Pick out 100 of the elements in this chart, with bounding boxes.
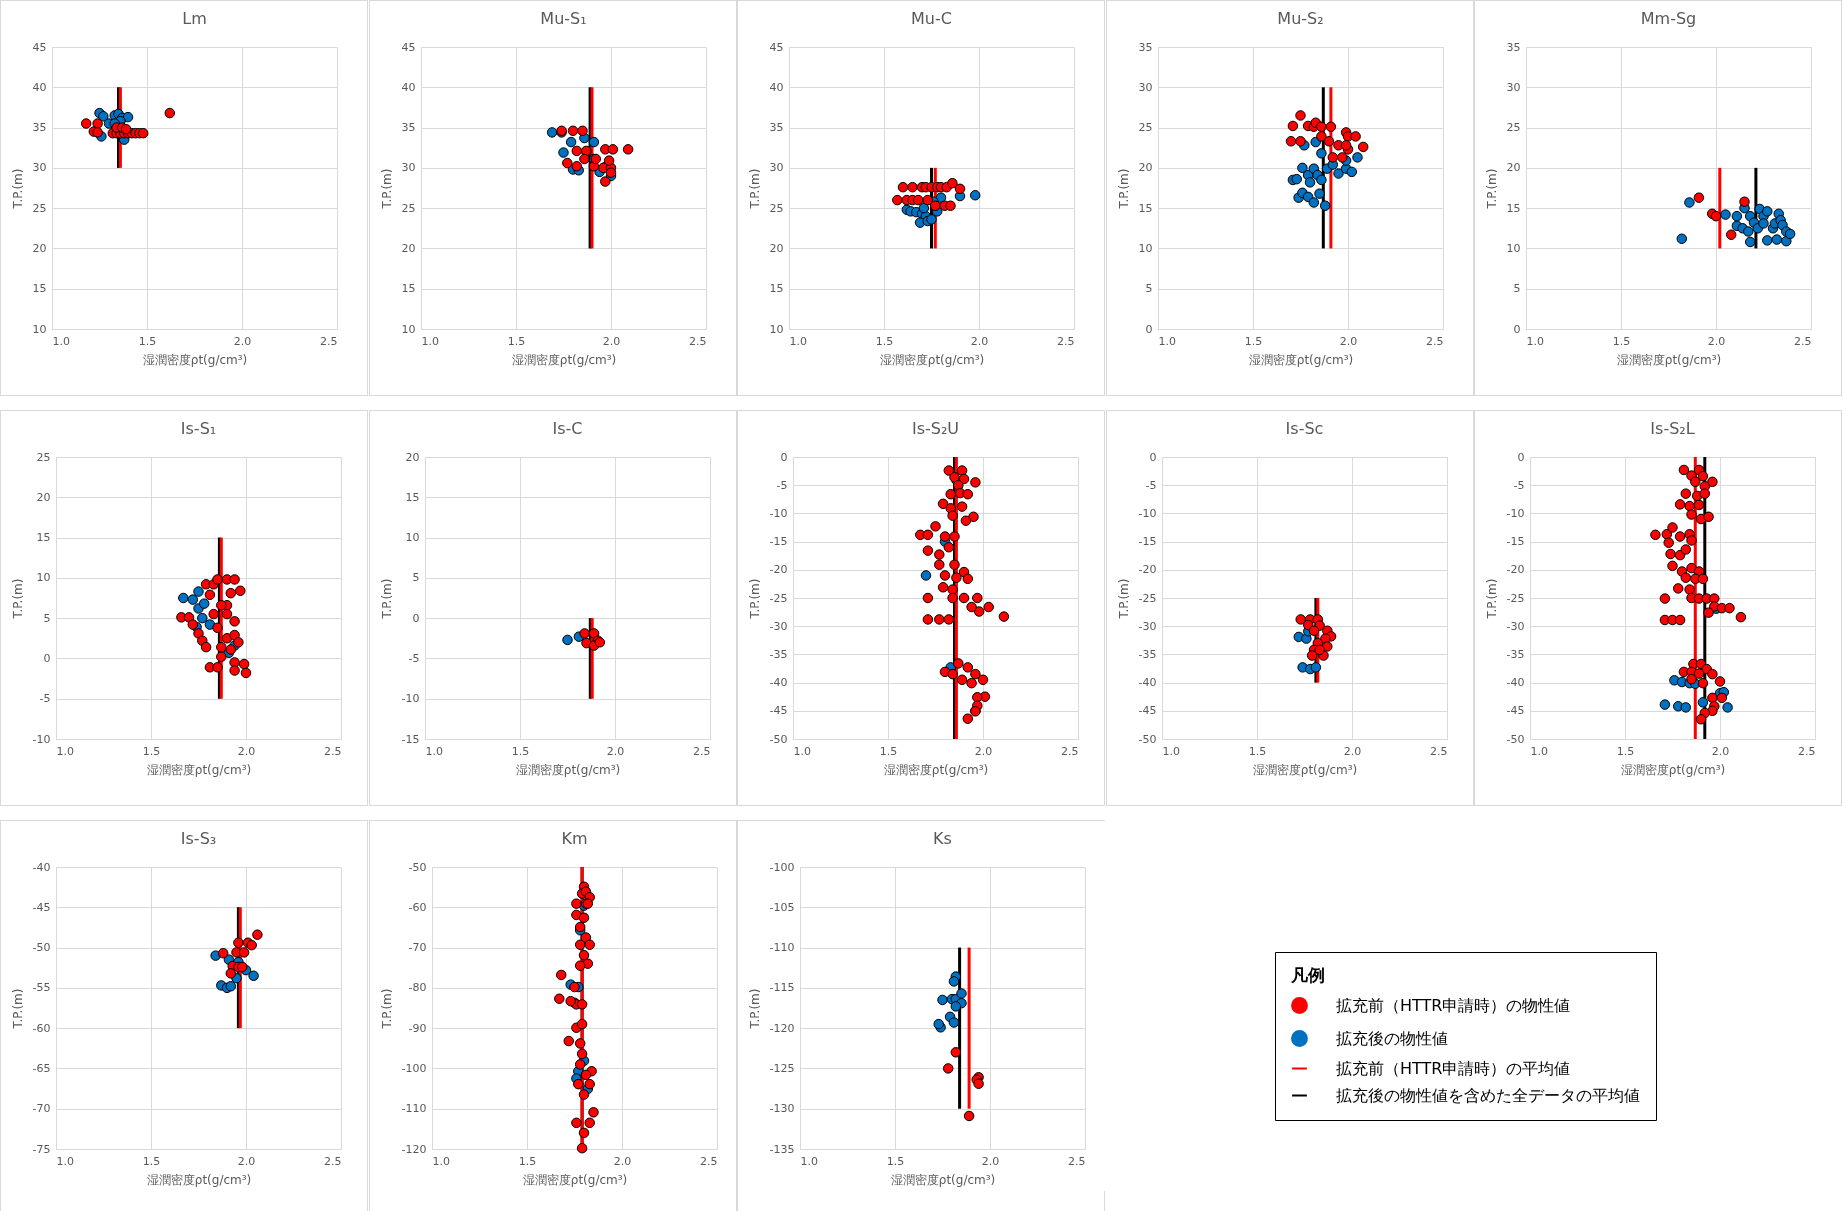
x-tick-label: 2.5 [1798,744,1816,758]
y-tick-label: 30 [769,161,784,175]
y-tick-label: -100 [401,1061,427,1075]
legend-title: 凡例 [1290,965,1326,985]
y-tick-label: 40 [401,80,416,94]
y-tick-label: -10 [1506,506,1525,520]
x-tick-label: 1.5 [518,1154,536,1168]
y-tick-label: -70 [408,941,427,955]
y-tick-label: -40 [32,860,51,874]
chart-title: Km [561,829,588,848]
y-tick-label: 0 [412,611,420,625]
y-tick-label: -25 [1506,591,1525,605]
x-tick-label: 2.5 [692,744,711,758]
y-tick-label: -120 [401,1142,427,1156]
y-tick-label: -25 [1138,591,1157,605]
chart-title: Is-S₂U [912,419,960,438]
y-tick-label: 10 [1138,241,1153,255]
y-tick-label: -50 [769,732,788,746]
x-tick-label: 2.0 [1708,334,1726,348]
x-tick-label: 1.0 [1530,744,1549,758]
y-tick-label: 10 [1506,241,1521,255]
x-tick-label: 2.0 [237,1154,256,1168]
y-axis-title: T.P.(m) [747,168,762,210]
chart-title: Mu-C [911,9,953,28]
x-tick-label: 2.0 [1343,744,1362,758]
y-tick-label: -10 [401,692,420,706]
y-tick-label: -115 [769,981,795,995]
y-tick-label: 45 [32,40,47,54]
x-tick-label: 1.0 [432,1154,450,1168]
y-tick-label: 45 [401,40,416,54]
x-tick-label: 2.5 [1057,334,1075,348]
y-tick-label: -45 [769,704,788,718]
x-tick-label: 1.0 [421,334,439,348]
x-tick-label: 2.0 [606,744,624,758]
x-tick-label: 2.5 [1061,744,1079,758]
y-tick-label: 25 [36,450,51,464]
x-tick-label: 1.5 [1248,744,1267,758]
y-tick-label: 20 [1138,161,1153,175]
x-tick-label: 2.0 [981,1154,1000,1168]
y-tick-label: -100 [769,860,795,874]
y-tick-label: 15 [36,531,51,545]
y-tick-label: 35 [401,121,416,135]
x-axis-title: 湿潤密度ρt(g/cm³) [511,352,616,367]
x-tick-label: 2.0 [613,1154,631,1168]
y-tick-label: -110 [769,941,795,955]
x-tick-label: 1.0 [800,1154,819,1168]
y-tick-label: 20 [32,241,47,255]
legend-label: 拡充後の物性値 [1336,1028,1449,1048]
y-tick-label: -35 [769,647,788,661]
y-tick-label: 40 [769,80,784,94]
y-tick-label: -15 [769,535,788,549]
x-tick-label: 2.5 [1068,1154,1086,1168]
x-axis-title: 湿潤密度ρt(g/cm³) [883,762,989,777]
x-tick-label: 1.5 [1613,334,1631,348]
y-tick-label: -120 [769,1021,795,1035]
x-tick-label: 2.0 [1339,334,1358,348]
y-tick-label: 35 [32,121,47,135]
y-tick-label: -40 [1138,676,1157,690]
x-tick-label: 1.5 [511,744,529,758]
y-tick-label: 10 [405,531,420,545]
y-tick-label: 15 [32,282,47,296]
x-tick-label: 1.0 [56,744,74,758]
x-tick-label: 1.0 [56,1154,74,1168]
y-tick-label: -80 [408,981,427,995]
y-tick-label: 0 [1517,450,1525,464]
y-tick-label: -25 [769,591,788,605]
x-axis-title: 湿潤密度ρt(g/cm³) [1617,352,1722,367]
x-tick-label: 1.5 [879,744,898,758]
y-tick-label: 5 [43,611,51,625]
x-tick-label: 1.0 [1158,334,1176,348]
y-axis-title: T.P.(m) [1116,578,1131,620]
y-tick-label: -50 [1138,732,1157,746]
y-tick-label: 15 [401,282,416,296]
chart-title: Is-S₁ [180,419,217,438]
y-tick-label: -50 [1506,732,1525,746]
x-tick-label: 1.5 [507,334,525,348]
y-axis-title: T.P.(m) [379,988,394,1030]
x-tick-label: 1.5 [142,744,161,758]
x-tick-label: 1.5 [138,334,157,348]
chart-title: Mu-S₁ [539,9,587,28]
y-tick-label: -105 [769,900,795,914]
y-tick-label: -75 [32,1142,51,1156]
y-tick-label: -60 [32,1021,51,1035]
y-tick-label: 30 [401,161,416,175]
y-tick-label: -5 [39,692,51,706]
y-tick-label: 0 [1145,322,1153,336]
y-axis-title: T.P.(m) [1116,168,1131,210]
y-tick-label: 40 [32,80,47,94]
chart-title: Mu-S₂ [1277,9,1324,28]
x-tick-label: 1.0 [793,744,812,758]
x-tick-label: 2.5 [324,1154,342,1168]
x-tick-label: 1.0 [425,744,443,758]
x-tick-label: 2.5 [320,334,338,348]
y-axis-title: T.P.(m) [1484,578,1499,620]
y-tick-label: -5 [1513,478,1525,492]
x-axis-title: 湿潤密度ρt(g/cm³) [515,762,620,777]
x-tick-label: 2.5 [1794,334,1812,348]
y-tick-label: -55 [32,981,51,995]
y-tick-label: 35 [1138,40,1153,54]
x-tick-label: 1.0 [1162,744,1180,758]
